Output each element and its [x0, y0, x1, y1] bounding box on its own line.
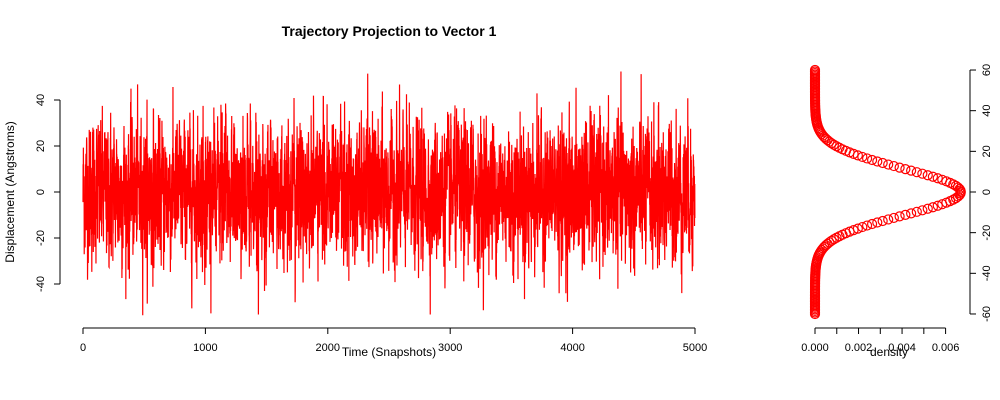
- density-point: [809, 64, 821, 76]
- density-point: [932, 173, 943, 184]
- density-x-tick-label: 0.004: [888, 342, 916, 354]
- density-point: [911, 206, 922, 217]
- density-point: [900, 164, 911, 175]
- density-point: [922, 170, 933, 181]
- density-point: [906, 165, 917, 176]
- x-tick-label: 0: [80, 342, 86, 354]
- density-point: [888, 212, 899, 224]
- y-tick-label: -40: [35, 276, 47, 292]
- density-y-tick-label: 60: [981, 64, 993, 76]
- density-point: [888, 160, 899, 172]
- density-y-tick-label: -60: [981, 306, 993, 322]
- trajectory-series-line: [82, 71, 696, 316]
- density-point: [922, 203, 933, 214]
- density-point: [917, 205, 928, 216]
- density-point: [927, 171, 938, 182]
- density-x-axis: 0.000 0.002 0.004 0.006: [801, 327, 960, 354]
- density-x-axis-label: density: [870, 345, 908, 359]
- density-point: [883, 159, 894, 170]
- density-y-tick-label: 40: [981, 105, 993, 117]
- density-point: [900, 209, 911, 220]
- trajectory-x-axis-label: Time (Snapshots): [342, 345, 436, 359]
- density-point: [877, 157, 888, 169]
- trajectory-y-axis-label: Displacement (Angstroms): [3, 121, 17, 262]
- density-point: [894, 162, 905, 173]
- density-y-tick-label: 20: [981, 145, 993, 157]
- density-y-tick-label: -40: [981, 265, 993, 281]
- density-point: [857, 221, 868, 233]
- density-point: [828, 234, 839, 245]
- density-point: [932, 200, 943, 211]
- density-y-tick-label: 0: [981, 189, 993, 195]
- density-point: [866, 154, 878, 166]
- trajectory-line: [82, 71, 696, 316]
- x-tick-label: 3000: [438, 342, 462, 354]
- density-point: [883, 214, 894, 225]
- x-tick-label: 1000: [193, 342, 217, 354]
- y-tick-label: 20: [35, 140, 47, 152]
- density-point: [894, 211, 905, 222]
- x-tick-label: 5000: [683, 342, 707, 354]
- density-point: [927, 202, 938, 213]
- density-point: [877, 215, 888, 227]
- density-point: [852, 223, 863, 234]
- density-x-tick-label: 0.002: [845, 342, 873, 354]
- density-x-tick-label: 0.000: [801, 342, 829, 354]
- x-tick-label: 2000: [316, 342, 340, 354]
- density-point: [872, 217, 883, 228]
- density-point: [872, 156, 883, 167]
- density-point: [826, 235, 837, 246]
- density-x-tick-label: 0.006: [932, 342, 960, 354]
- density-point: [911, 167, 922, 178]
- density-point: [861, 220, 873, 231]
- density-point: [831, 141, 842, 152]
- density-point: [848, 225, 859, 236]
- trajectory-x-axis: 0 1000 2000 3000 4000 5000: [80, 327, 707, 354]
- density-y-tick-label: -20: [981, 225, 993, 241]
- density-point: [950, 180, 962, 191]
- density-point: [917, 168, 928, 179]
- density-series-points: [809, 64, 966, 320]
- density-point: [866, 218, 878, 230]
- density-y-axis: -60 -40 -20 0 20 40 60: [969, 64, 993, 322]
- trajectory-title: Trajectory Projection to Vector 1: [282, 23, 497, 39]
- x-tick-label: 4000: [560, 342, 584, 354]
- density-point: [861, 153, 873, 164]
- trajectory-y-axis: -40 -20 0 20 40: [35, 94, 61, 292]
- density-point: [906, 208, 917, 219]
- y-tick-label: 0: [35, 189, 47, 195]
- trajectory-panel: Trajectory Projection to Vector 1 0 1000 2…: [3, 23, 707, 359]
- density-panel: 0.000 0.002 0.004 0.006 -60 -40 -20 0 20 40 60 de…: [801, 64, 993, 359]
- density-point: [857, 151, 868, 163]
- y-tick-label: 40: [35, 94, 47, 106]
- y-tick-label: -20: [35, 230, 47, 246]
- density-point: [937, 174, 948, 185]
